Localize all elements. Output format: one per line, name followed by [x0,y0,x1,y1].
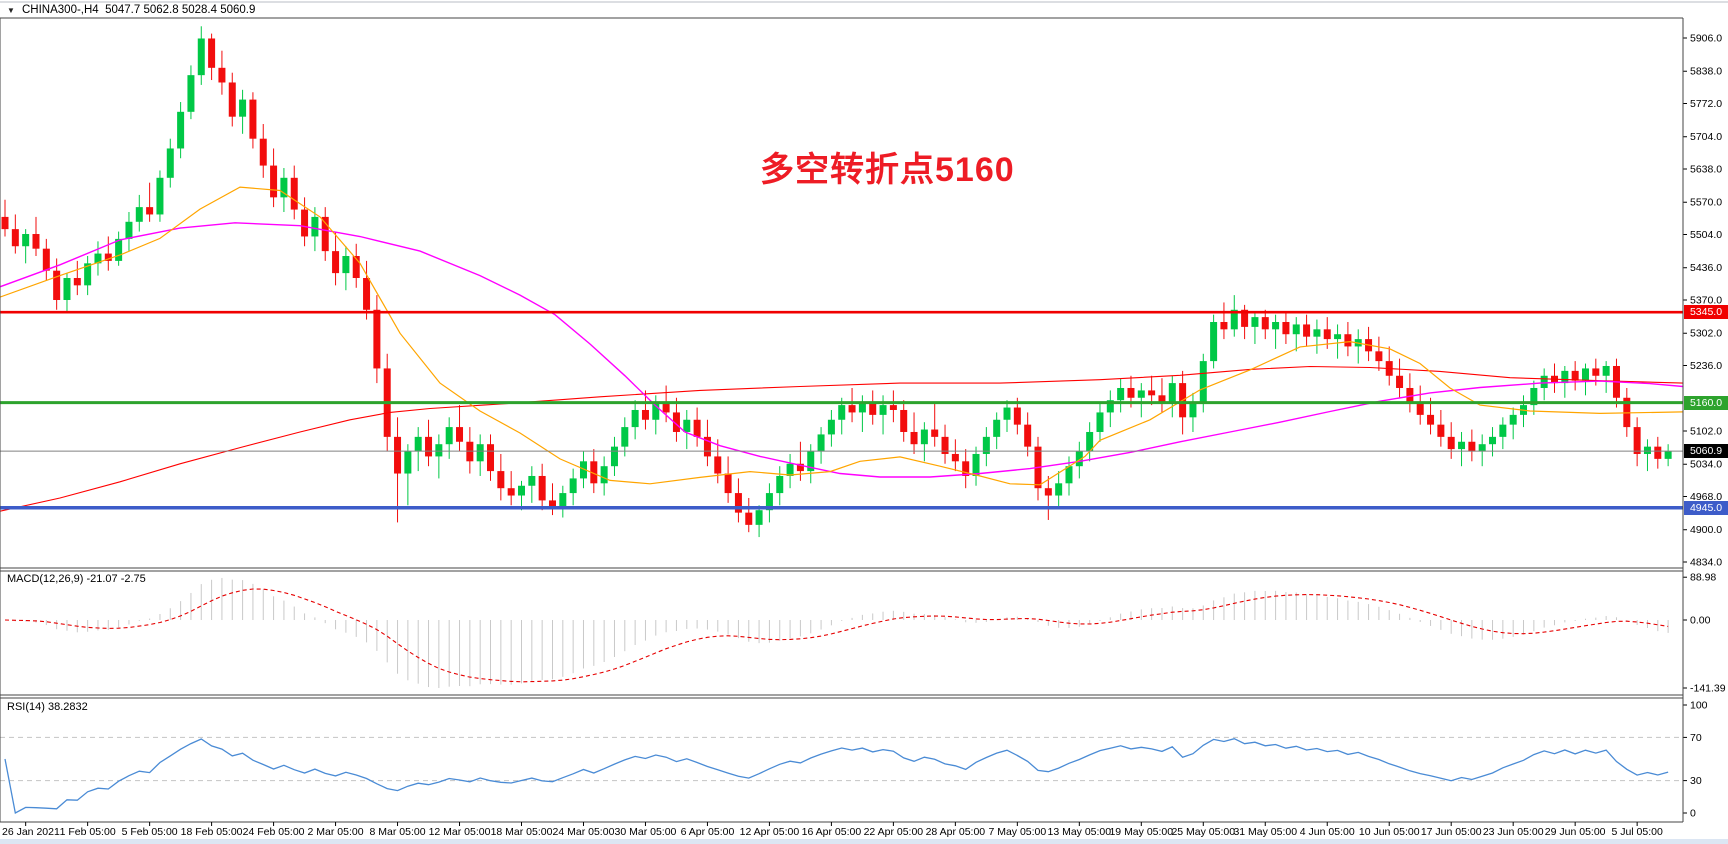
x-axis-label: 2 Mar 05:00 [308,826,364,838]
x-axis-label: 19 May 05:00 [1109,826,1173,838]
x-axis-label: 18 Mar 05:00 [491,826,553,838]
svg-text:4834.0: 4834.0 [1690,557,1722,569]
svg-text:30: 30 [1690,775,1702,787]
svg-text:5236.0: 5236.0 [1690,360,1722,372]
svg-text:100: 100 [1690,700,1708,712]
svg-text:4968.0: 4968.0 [1690,491,1722,503]
svg-text:5772.0: 5772.0 [1690,98,1722,110]
x-axis-label: 5 Jul 05:00 [1611,826,1663,838]
svg-text:0: 0 [1690,808,1696,820]
x-axis-label: 7 May 05:00 [988,826,1046,838]
x-axis-label: 25 May 05:00 [1171,826,1235,838]
x-axis-label: 12 Apr 05:00 [740,826,800,838]
rsi-line [4,738,1669,814]
x-axis-label: 22 Apr 05:00 [864,826,924,838]
x-axis-label: 10 Jun 05:00 [1359,826,1420,838]
svg-text:5906.0: 5906.0 [1690,33,1722,45]
mid-ma-magenta [0,222,1684,478]
svg-text:70: 70 [1690,732,1702,744]
moving-averages-layer [0,186,1684,512]
level-lines-layer [0,310,1683,510]
rsi-layer: 100 70 30 0 [0,700,1708,820]
svg-text:5302.0: 5302.0 [1690,328,1722,340]
macd-layer: 88.98 0.00 -141.39 [4,572,1726,695]
chart-annotation: 多空转折点5160 [760,151,1015,189]
x-axis-label: 30 Mar 05:00 [615,826,677,838]
resistance-price-badge: 5345.0 [1684,305,1728,320]
time-axis[interactable]: 26 Jan 2021 1 Feb 05:00 5 Feb 05:00 18 Feb … [2,822,1663,838]
slow-ma-red [0,365,1684,512]
svg-text:5102.0: 5102.0 [1690,426,1722,438]
svg-text:5370.0: 5370.0 [1690,295,1722,307]
x-axis-label: 28 Apr 05:00 [926,826,986,838]
x-axis-label: 26 Jan 2021 [2,826,60,838]
macd-indicator-label: MACD(12,26,9) -21.07 -2.75 [7,573,146,585]
x-axis-label: 24 Mar 05:00 [553,826,615,838]
symbol-ohlc-title: CHINA300-,H4 5047.7 5062.8 5028.4 5060.9 [22,4,256,16]
chart-header: ▼ CHINA300-,H4 5047.7 5062.8 5028.4 5060… [0,3,1728,18]
x-axis-label: 6 Apr 05:00 [681,826,735,838]
fast-ma-orange [0,186,1684,486]
collapse-triangle-icon[interactable]: ▼ [7,6,15,15]
x-axis-label: 18 Feb 05:00 [181,826,243,838]
svg-text:5034.0: 5034.0 [1690,459,1722,471]
x-axis-label: 12 Mar 05:00 [429,826,491,838]
panel-frames [0,17,1684,823]
x-axis-label: 1 Feb 05:00 [60,826,116,838]
x-axis-label: 17 Jun 05:00 [1421,826,1482,838]
x-axis-label: 16 Apr 05:00 [802,826,862,838]
taskbar-edge [0,839,1728,844]
x-axis-label: 13 May 05:00 [1047,826,1111,838]
pivot-price-badge: 5160.0 [1684,395,1728,410]
candles-layer [1,26,1672,538]
svg-text:5638.0: 5638.0 [1690,164,1722,176]
svg-text:-141.39: -141.39 [1690,683,1726,695]
x-axis-label: 31 May 05:00 [1233,826,1297,838]
rsi-indicator-label: RSI(14) 38.2832 [7,701,88,713]
x-axis-label: 4 Jun 05:00 [1300,826,1355,838]
svg-text:5838.0: 5838.0 [1690,66,1722,78]
x-axis-label: 8 Mar 05:00 [370,826,426,838]
svg-text:5436.0: 5436.0 [1690,262,1722,274]
x-axis-label: 5 Feb 05:00 [122,826,178,838]
svg-text:0.00: 0.00 [1690,615,1711,627]
price-axis[interactable]: 5906.0 5838.0 5772.0 5704.0 5638.0 5570.0 5504… [1683,33,1722,569]
x-axis-label: 29 Jun 05:00 [1545,826,1606,838]
x-axis-label: 23 Jun 05:00 [1483,826,1544,838]
svg-text:5570.0: 5570.0 [1690,197,1722,209]
svg-text:88.98: 88.98 [1690,572,1716,584]
svg-text:4900.0: 4900.0 [1690,524,1722,536]
svg-text:5704.0: 5704.0 [1690,131,1722,143]
current-price-badge: 5060.9 [1684,444,1728,459]
svg-text:5504.0: 5504.0 [1690,229,1722,241]
x-axis-label: 24 Feb 05:00 [243,826,305,838]
support-price-badge: 4945.0 [1684,500,1728,515]
